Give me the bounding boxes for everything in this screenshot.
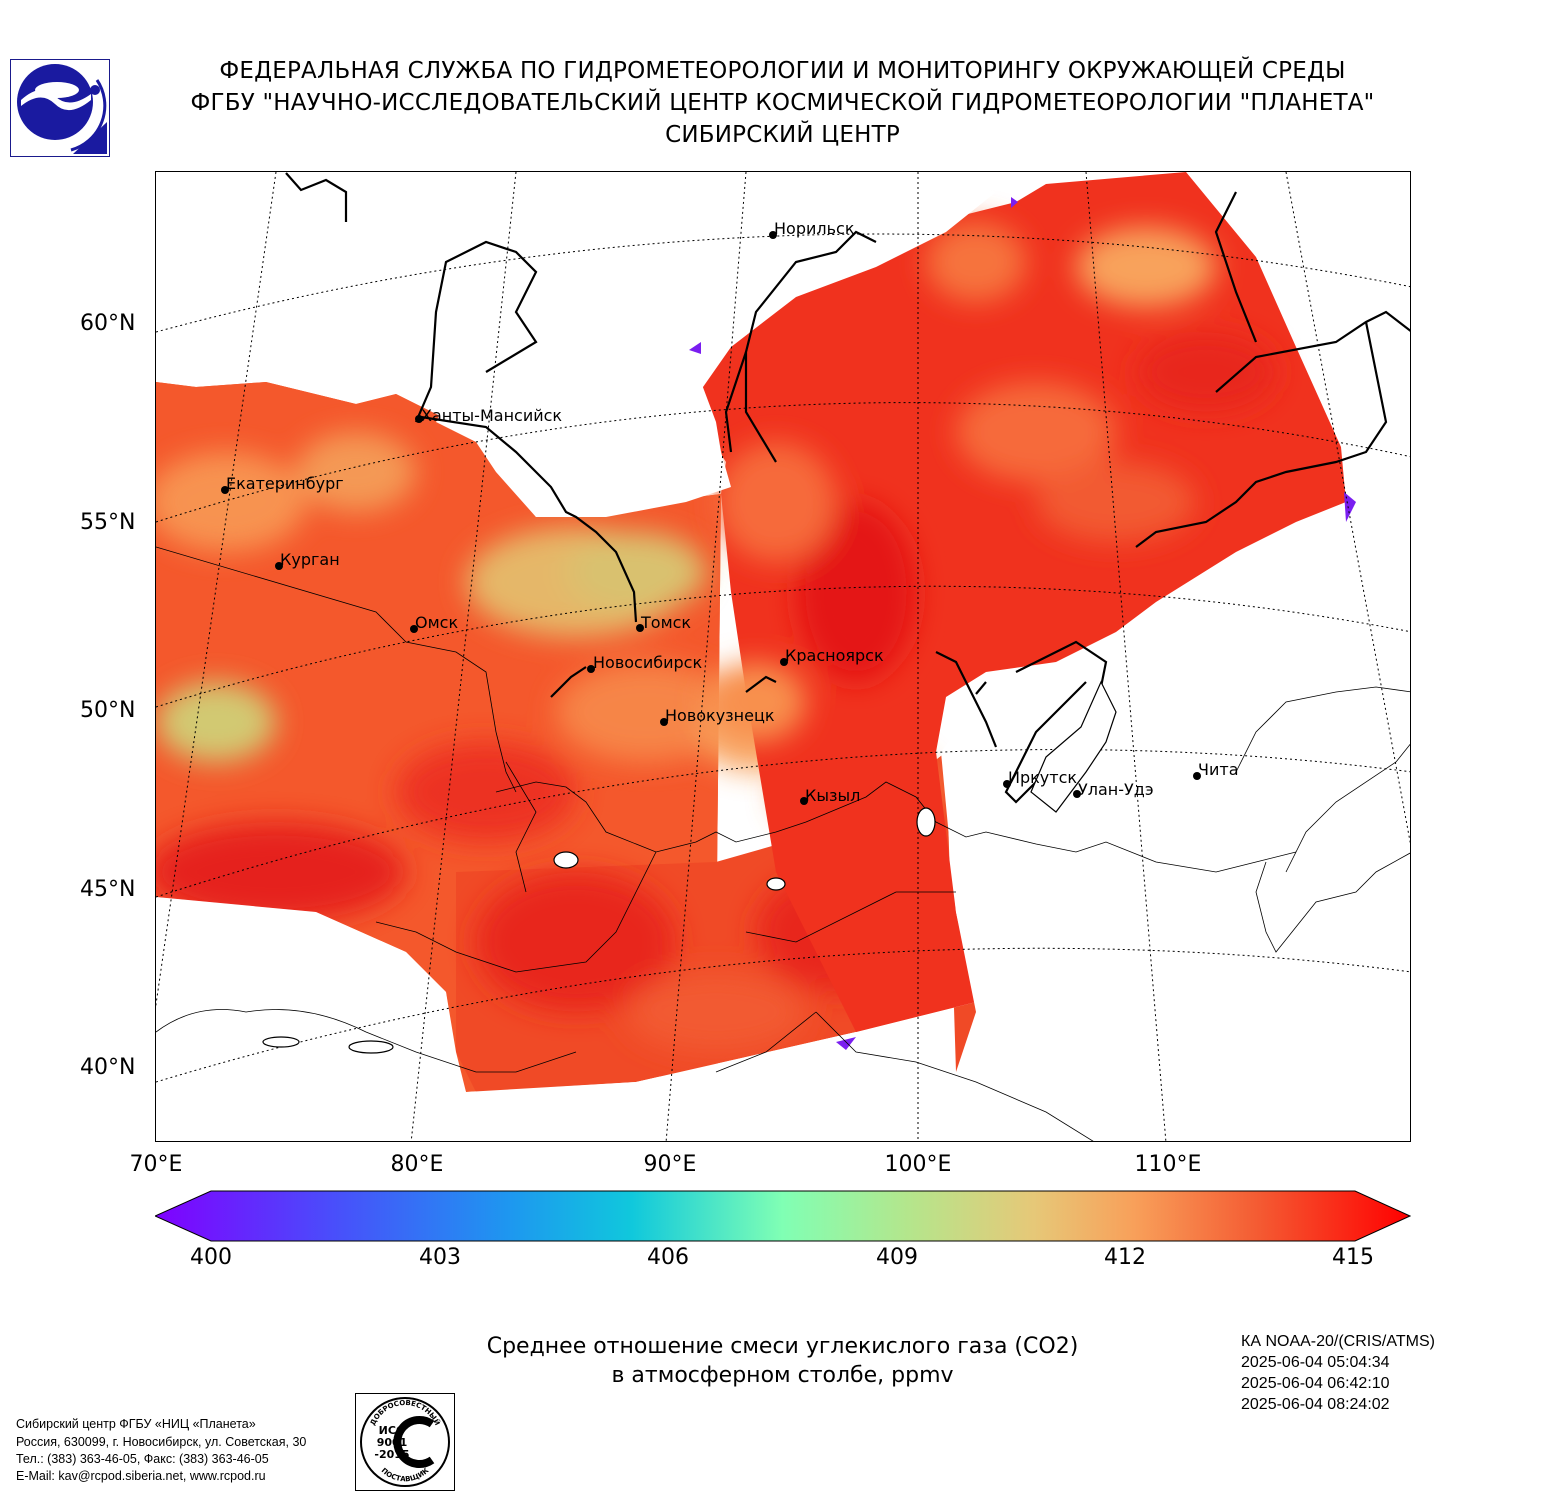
city-krasnoyarsk: Красноярск [785,646,884,665]
city-dot [636,624,644,632]
city-dot [780,658,788,666]
city-dot [1073,790,1081,798]
lon-label-70: 70°E [129,1152,183,1177]
graticule [156,172,1410,1141]
caption-line-2: в атмосферном столбе, ppmv [611,1363,954,1388]
footer-phone: Тел.: (383) 363-46-05, Факс: (383) 363-4… [16,1452,269,1466]
city-novokuznetsk: Новокузнецк [665,706,775,725]
iso-line-3: -2015 [374,1448,409,1461]
lon-label-90: 90°E [643,1152,697,1177]
colorbar-tick-409: 409 [876,1245,918,1270]
rivers [285,172,1410,804]
city-dot [221,486,229,494]
colorbar-tick-400: 400 [190,1245,232,1270]
colorbar-tick-412: 412 [1104,1245,1146,1270]
borders [156,546,1410,1141]
lat-label-40: 40°N [80,1055,136,1080]
city-tomsk: Томск [641,613,692,632]
lakes [262,680,1117,1054]
city-irkutsk: Иркутск [1008,768,1078,787]
cities [221,231,1201,805]
city-khanty-mansiysk: Ханты-Мансийск [421,406,563,425]
header-institute: ФГБУ "НАУЧНО-ИССЛЕДОВАТЕЛЬСКИЙ ЦЕНТР КОС… [190,90,1375,116]
city-dot [415,415,423,423]
lat-label-50: 50°N [80,698,136,723]
iso-line-2: 9001 [377,1436,408,1449]
city-ekaterinburg: Екатеринбург [226,474,344,493]
lat-label-55: 55°N [80,510,136,535]
lon-label-110: 110°E [1134,1152,1202,1177]
svg-text:ПОСТАВЩИК: ПОСТАВЩИК [380,1466,431,1483]
city-dot [1003,780,1011,788]
city-dot [275,562,283,570]
city-kurgan: Курган [280,550,340,569]
planeta-logo [10,59,110,157]
satellite-time-1: 2025-06-04 05:04:34 [1241,1354,1390,1371]
city-norilsk: Норильск [774,219,855,238]
city-omsk: Омск [415,613,459,632]
map-canvas [156,172,1410,1141]
iso-arc-bottom: ПОСТАВЩИК [380,1466,431,1483]
co2-map: Норильск Ханты-Мансийск Екатеринбург Кур… [155,171,1411,1142]
header-agency: ФЕДЕРАЛЬНАЯ СЛУЖБА ПО ГИДРОМЕТЕОРОЛОГИИ … [219,58,1346,84]
city-dot [410,625,418,633]
colorbar-tick-406: 406 [647,1245,689,1270]
colorbar [153,1190,1412,1242]
satellite-name: КА NOAA-20/(CRIS/ATMS) [1241,1333,1435,1350]
satellite-time-2: 2025-06-04 06:42:10 [1241,1375,1390,1392]
city-chita: Чита [1198,760,1239,779]
footer-org: Сибирский центр ФГБУ «НИЦ «Планета» [16,1417,256,1431]
lon-label-80: 80°E [390,1152,444,1177]
iso-logo: ДОБРОСОВЕСТНЫЙ ПОСТАВЩИК ИСО 9001 -2015 [355,1393,455,1491]
city-ulan-ude: Улан-Удэ [1078,780,1154,799]
lat-label-45: 45°N [80,877,136,902]
city-novosibirsk: Новосибирск [593,653,703,672]
city-dot [800,797,808,805]
city-dot [1193,772,1201,780]
city-dot [769,231,777,239]
colorbar-tick-415: 415 [1332,1245,1374,1270]
lat-label-60: 60°N [80,311,136,336]
satellite-time-3: 2025-06-04 08:24:02 [1241,1396,1390,1413]
footer-address: Россия, 630099, г. Новосибирск, ул. Сове… [16,1435,307,1449]
city-dot [660,718,668,726]
no-data-gaps [156,172,1410,1141]
lon-label-100: 100°E [884,1152,952,1177]
header-center: СИБИРСКИЙ ЦЕНТР [665,122,900,148]
caption-line-1: Среднее отношение смеси углекислого газа… [486,1334,1079,1359]
iso-line-1: ИСО [379,1424,406,1437]
footer-email: E-Mail: kav@rcpod.siberia.net, www.rcpod… [16,1469,266,1483]
city-kyzyl: Кызыл [805,786,861,805]
city-dot [587,665,595,673]
colorbar-tick-403: 403 [419,1245,461,1270]
swath-right [686,172,1346,1032]
